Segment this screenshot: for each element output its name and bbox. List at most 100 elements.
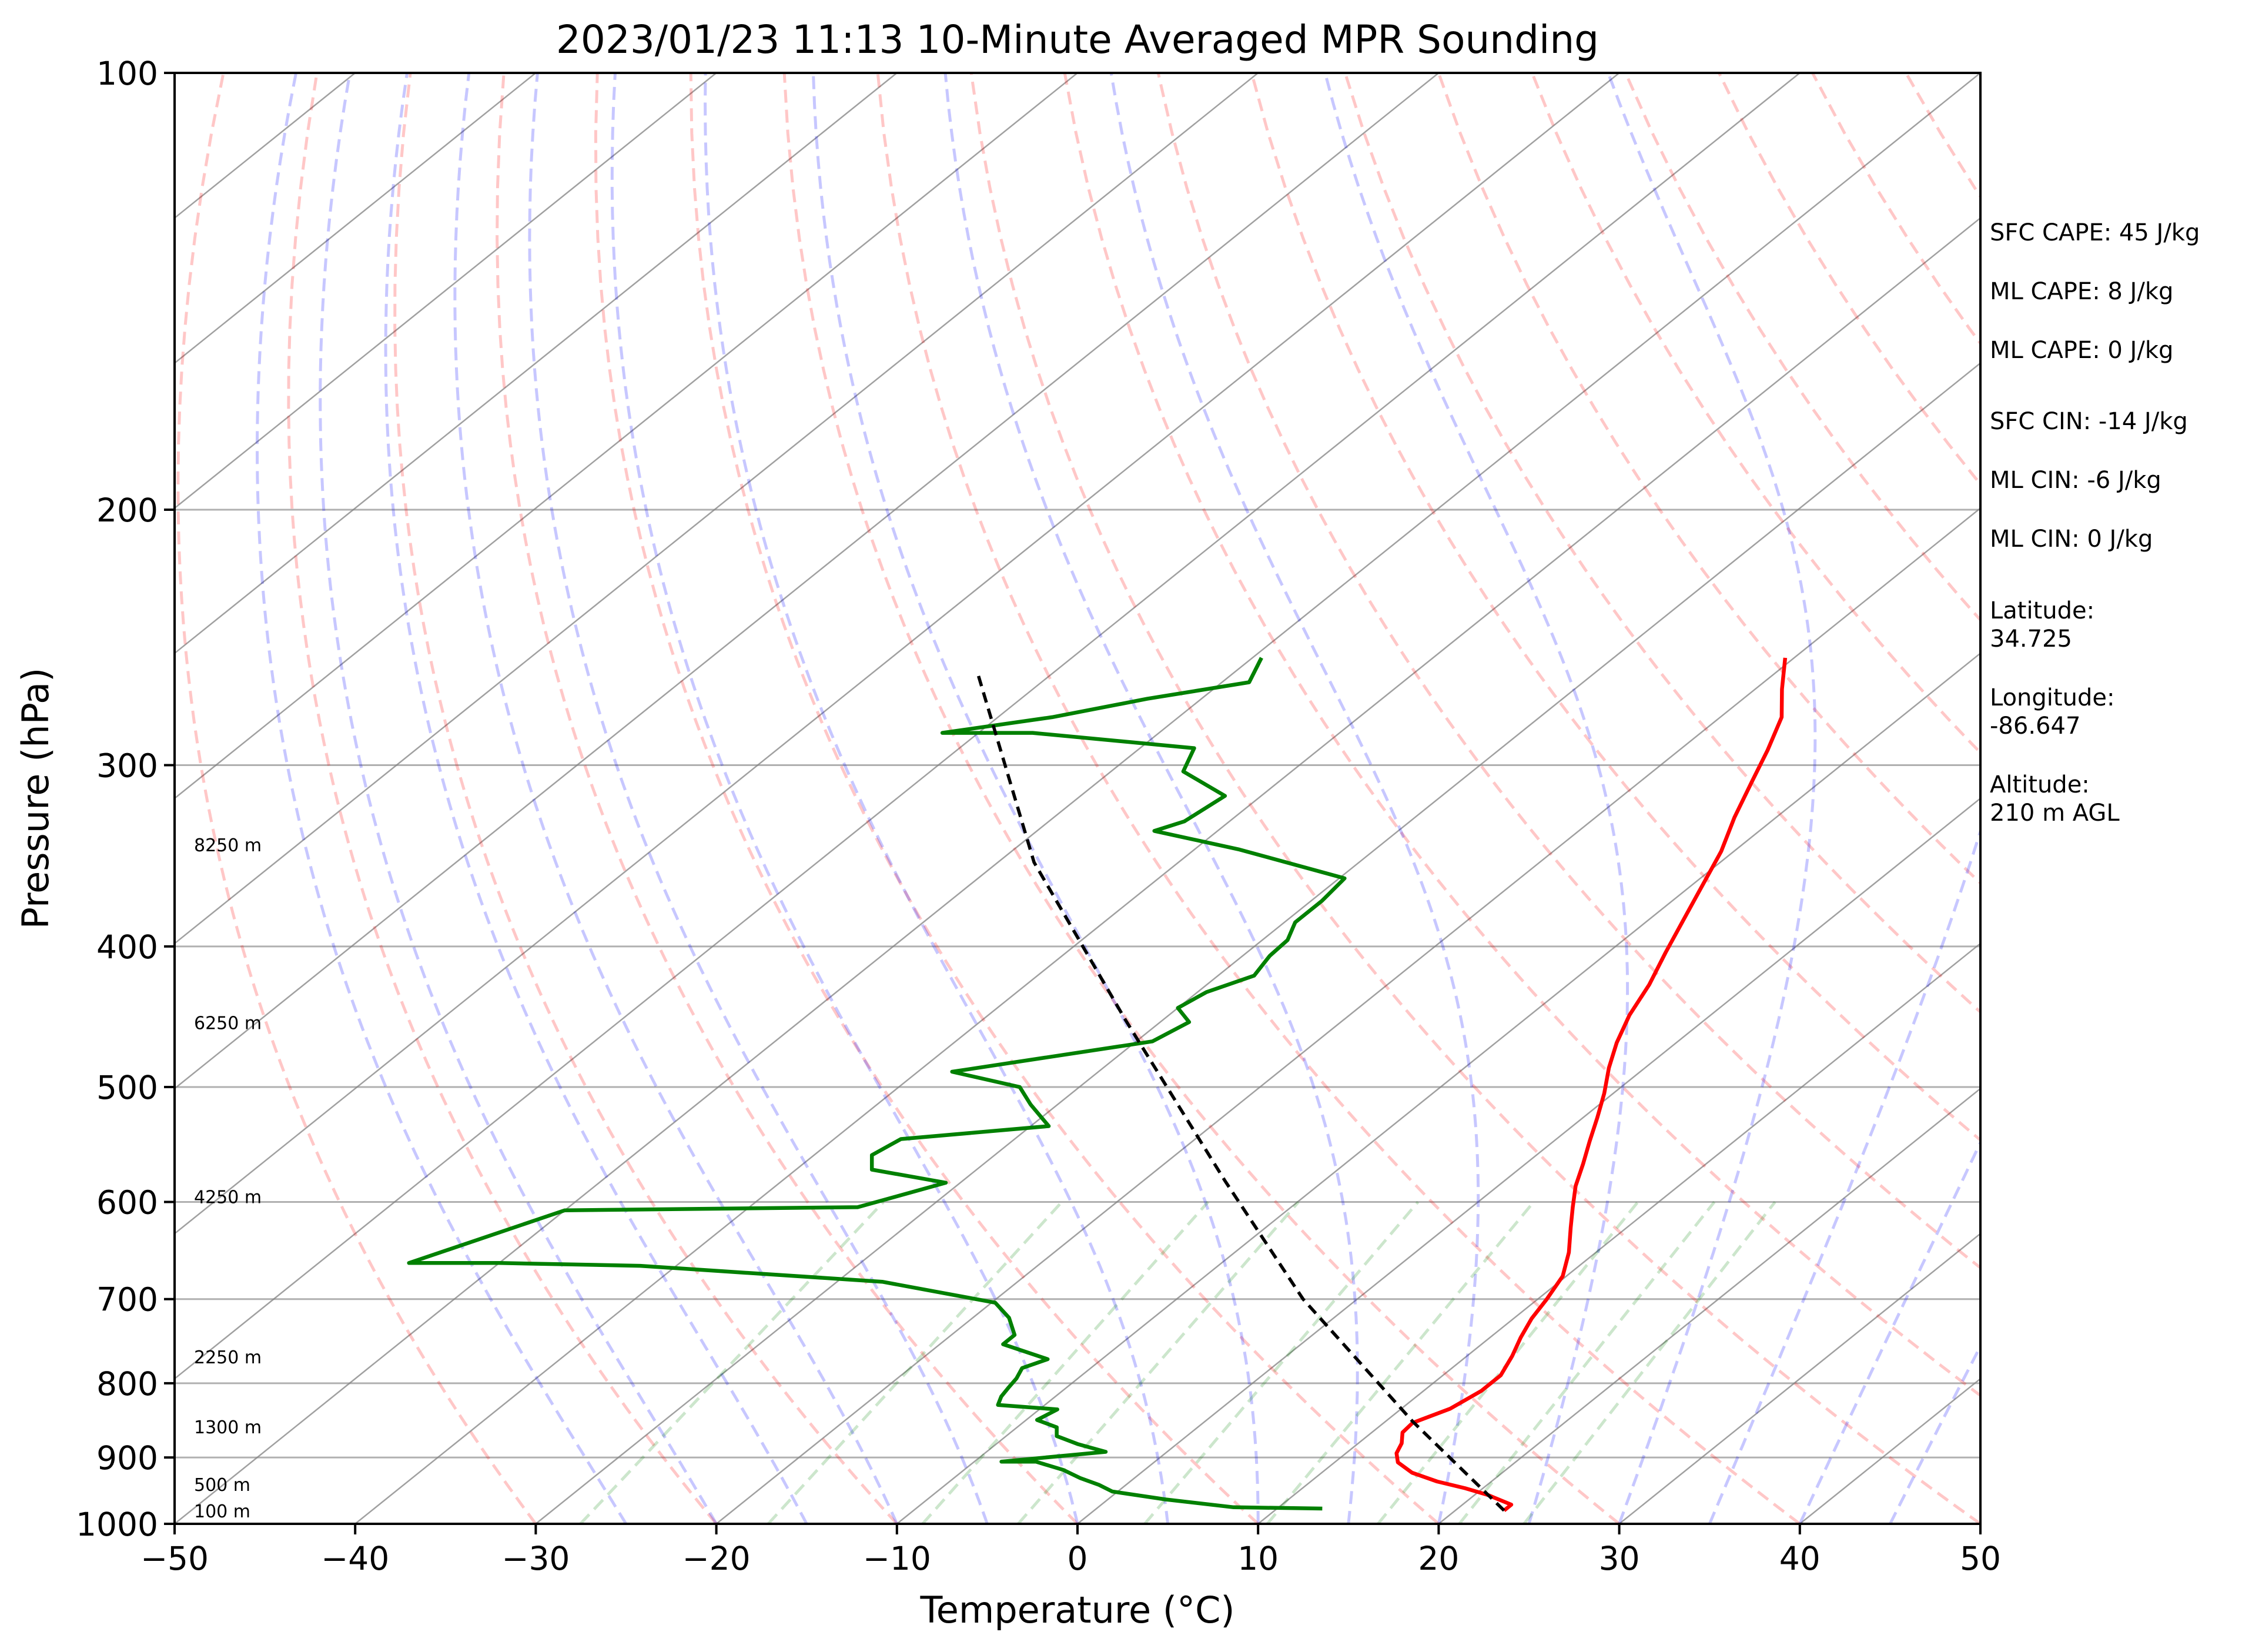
- stat-ml-cin-2: ML CIN: 0 J/kg: [1990, 526, 2153, 553]
- longitude-label: Longitude:: [1990, 684, 2115, 711]
- dry-adiabat-line: [876, 73, 1801, 1524]
- y-axis-label: Pressure (hPa): [14, 668, 57, 929]
- dry-adiabat-line: [1343, 73, 1980, 1014]
- height-label: 8250 m: [194, 835, 262, 856]
- altitude-label: Altitude:: [1990, 771, 2090, 798]
- moist-adiabat-line: [1607, 73, 1817, 1524]
- height-labels: 100 m 500 m 1300 m 2250 m 4250 m 6250 m 8250 m: [194, 835, 262, 1522]
- mixing-ratio-line: [579, 1200, 885, 1524]
- mixing-ratio-line: [1522, 1200, 1776, 1524]
- y-tick-label: 500: [96, 1069, 158, 1106]
- moist-adiabat-line: [812, 73, 1260, 1524]
- isotherm-line: [175, 73, 1259, 945]
- reference-lines: [175, 73, 2242, 1524]
- moist-adiabat-line: [255, 73, 628, 1524]
- mixing-ratio-line: [921, 1200, 1209, 1524]
- mixing-ratio-line: [1266, 1200, 1535, 1524]
- y-tick-label: 1000: [76, 1506, 158, 1543]
- dry-adiabat-line: [2186, 73, 2242, 1524]
- latitude-value: 34.725: [1990, 626, 2072, 653]
- y-tick-label: 200: [96, 491, 158, 529]
- dry-adiabat-line: [782, 73, 1621, 1524]
- moist-adiabat-line: [610, 73, 1079, 1524]
- isotherm-line: [715, 507, 1980, 1524]
- chart-title: 2023/01/23 11:13 10-Minute Averaged MPR …: [556, 17, 1599, 62]
- height-label: 2250 m: [194, 1347, 262, 1368]
- height-label: 500 m: [194, 1475, 250, 1496]
- y-tick-label: 300: [96, 747, 158, 785]
- moist-adiabat-line: [453, 73, 899, 1524]
- dry-adiabat-line: [594, 73, 1259, 1524]
- stat-ml-cape-2: ML CAPE: 0 J/kg: [1990, 337, 2174, 364]
- stat-sfc-cape: SFC CAPE: 45 J/kg: [1990, 219, 2200, 246]
- x-tick-label: 40: [1779, 1540, 1821, 1577]
- isotherm-line: [896, 652, 1980, 1524]
- altitude-value: 210 m AGL: [1990, 800, 2120, 827]
- x-tick-label: 20: [1418, 1540, 1459, 1577]
- moist-adiabat-line: [384, 73, 808, 1524]
- dry-adiabat-line: [969, 73, 1980, 1524]
- isotherm-line: [354, 217, 1980, 1524]
- y-tick-label: 900: [96, 1439, 158, 1477]
- dry-adiabat-line: [496, 73, 1079, 1524]
- x-tick-label: −40: [321, 1540, 389, 1577]
- height-label: 100 m: [194, 1501, 250, 1522]
- x-tick-label: −30: [501, 1540, 570, 1577]
- stat-sfc-cin: SFC CIN: -14 J/kg: [1990, 408, 2188, 435]
- dry-adiabat-line: [689, 73, 1440, 1524]
- x-tick-label: −20: [682, 1540, 751, 1577]
- isotherm-line: [175, 73, 537, 364]
- y-tick-label: 400: [96, 928, 158, 966]
- isotherm-line: [175, 73, 1980, 1524]
- x-tick-label: −10: [863, 1540, 931, 1577]
- moist-adiabat-line: [319, 73, 718, 1524]
- dry-adiabat-line: [393, 73, 898, 1524]
- stat-ml-cin: ML CIN: -6 J/kg: [1990, 467, 2161, 494]
- isotherm-line: [1438, 1087, 1980, 1524]
- height-label: 6250 m: [194, 1013, 262, 1034]
- dry-adiabat-line: [287, 73, 718, 1524]
- longitude-value: -86.647: [1990, 713, 2081, 740]
- temperature-trace: [1394, 657, 1788, 1512]
- y-tick-label: 700: [96, 1281, 158, 1319]
- moist-adiabat-line: [1708, 73, 1980, 1524]
- isotherm-line: [535, 362, 1980, 1524]
- parcel-trace: [976, 674, 1505, 1512]
- isotherm-line: [175, 73, 1801, 1380]
- isotherm-line: [175, 73, 1440, 1090]
- y-tick-label: 600: [96, 1183, 158, 1221]
- moist-adiabat-line: [1323, 73, 1629, 1524]
- isotherm-line: [175, 73, 717, 510]
- latitude-label: Latitude:: [1990, 597, 2095, 624]
- isotherm-line: [1077, 797, 1980, 1524]
- y-tick-label: 100: [96, 55, 158, 92]
- x-tick-label: 10: [1237, 1540, 1279, 1577]
- isotherm-line: [175, 73, 1078, 800]
- dry-adiabat-line: [1063, 73, 1980, 1397]
- sounding-traces: [407, 657, 1788, 1512]
- height-label: 1300 m: [194, 1417, 262, 1438]
- x-tick-label: −50: [140, 1540, 209, 1577]
- isotherm-line: [175, 73, 1620, 1235]
- dry-adiabat-line: [1437, 73, 1980, 885]
- dry-adiabat-line: [176, 73, 537, 1524]
- stat-ml-cape: ML CAPE: 8 J/kg: [1990, 278, 2174, 305]
- dry-adiabat-line: [1156, 73, 1980, 1270]
- x-tick-label: 30: [1599, 1540, 1640, 1577]
- dewpoint-trace: [407, 657, 1347, 1511]
- mixing-ratio-line: [1458, 1200, 1716, 1524]
- moist-adiabat-line: [1109, 73, 1480, 1524]
- x-tick-label: 0: [1068, 1540, 1088, 1577]
- moist-adiabat-line: [943, 73, 1359, 1524]
- y-tick-label: 800: [96, 1365, 158, 1403]
- x-tick-label: 50: [1960, 1540, 2001, 1577]
- mixing-ratio-line: [1143, 1200, 1420, 1524]
- axes: −50 −40 −30 −20 −10 0 10 20 30 40 50 100 200 300 400 50…: [76, 55, 2001, 1577]
- moist-adiabat-line: [528, 73, 989, 1524]
- isotherm-line: [175, 73, 898, 654]
- x-axis-label: Temperature (°C): [919, 1589, 1234, 1631]
- moist-adiabat-line: [704, 73, 1170, 1524]
- height-label: 4250 m: [194, 1187, 262, 1208]
- mixing-ratio-line: [767, 1200, 1063, 1524]
